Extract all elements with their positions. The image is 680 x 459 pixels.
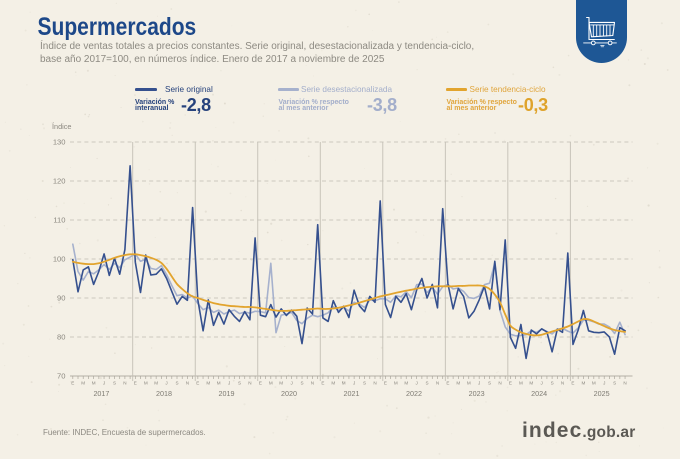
svg-text:N: N bbox=[436, 381, 439, 386]
svg-text:2025: 2025 bbox=[594, 389, 610, 398]
svg-text:S: S bbox=[301, 381, 304, 386]
svg-text:E: E bbox=[571, 381, 574, 386]
svg-text:J: J bbox=[416, 381, 418, 386]
svg-text:J: J bbox=[353, 381, 355, 386]
svg-text:N: N bbox=[311, 381, 314, 386]
svg-text:2022: 2022 bbox=[406, 389, 422, 398]
svg-text:M: M bbox=[81, 381, 85, 386]
svg-text:M: M bbox=[206, 381, 210, 386]
svg-text:N: N bbox=[248, 381, 251, 386]
svg-text:110: 110 bbox=[53, 216, 65, 225]
svg-text:N: N bbox=[373, 381, 376, 386]
svg-text:M: M bbox=[92, 381, 96, 386]
svg-text:J: J bbox=[478, 381, 480, 386]
svg-text:S: S bbox=[363, 381, 366, 386]
svg-text:S: S bbox=[488, 381, 491, 386]
svg-text:M: M bbox=[279, 381, 283, 386]
svg-text:2020: 2020 bbox=[281, 389, 297, 398]
svg-text:S: S bbox=[113, 381, 116, 386]
svg-text:2017: 2017 bbox=[93, 389, 109, 398]
svg-text:S: S bbox=[238, 381, 241, 386]
svg-text:N: N bbox=[123, 381, 126, 386]
svg-text:2021: 2021 bbox=[344, 389, 360, 398]
svg-text:M: M bbox=[154, 381, 158, 386]
svg-text:E: E bbox=[321, 381, 324, 386]
svg-text:S: S bbox=[426, 381, 429, 386]
svg-text:M: M bbox=[217, 381, 221, 386]
svg-text:100: 100 bbox=[53, 255, 66, 264]
svg-text:M: M bbox=[394, 381, 398, 386]
svg-text:E: E bbox=[259, 381, 262, 386]
svg-text:80: 80 bbox=[57, 333, 65, 342]
svg-text:E: E bbox=[196, 381, 199, 386]
svg-text:E: E bbox=[134, 381, 137, 386]
svg-text:2019: 2019 bbox=[218, 389, 234, 398]
svg-text:N: N bbox=[498, 381, 501, 386]
svg-text:S: S bbox=[551, 381, 554, 386]
svg-text:M: M bbox=[529, 381, 533, 386]
svg-text:J: J bbox=[290, 381, 292, 386]
svg-text:E: E bbox=[384, 381, 387, 386]
svg-text:2024: 2024 bbox=[531, 389, 547, 398]
svg-text:Índice: Índice bbox=[52, 122, 71, 131]
svg-text:E: E bbox=[446, 381, 449, 386]
svg-text:120: 120 bbox=[53, 177, 66, 186]
svg-text:M: M bbox=[404, 381, 408, 386]
svg-text:J: J bbox=[165, 381, 167, 386]
svg-text:70: 70 bbox=[57, 372, 65, 381]
svg-text:N: N bbox=[561, 381, 564, 386]
svg-text:M: M bbox=[456, 381, 460, 386]
svg-text:J: J bbox=[228, 381, 230, 386]
svg-text:M: M bbox=[342, 381, 346, 386]
svg-text:S: S bbox=[175, 381, 178, 386]
svg-text:M: M bbox=[467, 381, 471, 386]
svg-text:M: M bbox=[519, 381, 523, 386]
svg-text:2018: 2018 bbox=[156, 389, 172, 398]
svg-text:M: M bbox=[592, 381, 596, 386]
svg-text:J: J bbox=[603, 381, 605, 386]
svg-text:2023: 2023 bbox=[469, 389, 485, 398]
svg-text:M: M bbox=[269, 381, 273, 386]
svg-text:M: M bbox=[144, 381, 148, 386]
svg-text:130: 130 bbox=[53, 138, 66, 147]
svg-text:J: J bbox=[541, 381, 543, 386]
svg-text:J: J bbox=[103, 381, 105, 386]
svg-text:E: E bbox=[509, 381, 512, 386]
svg-text:N: N bbox=[186, 381, 189, 386]
svg-text:N: N bbox=[623, 381, 626, 386]
svg-text:M: M bbox=[331, 381, 335, 386]
svg-text:90: 90 bbox=[57, 294, 65, 303]
svg-text:E: E bbox=[71, 381, 74, 386]
svg-text:M: M bbox=[581, 381, 585, 386]
svg-text:S: S bbox=[613, 381, 616, 386]
